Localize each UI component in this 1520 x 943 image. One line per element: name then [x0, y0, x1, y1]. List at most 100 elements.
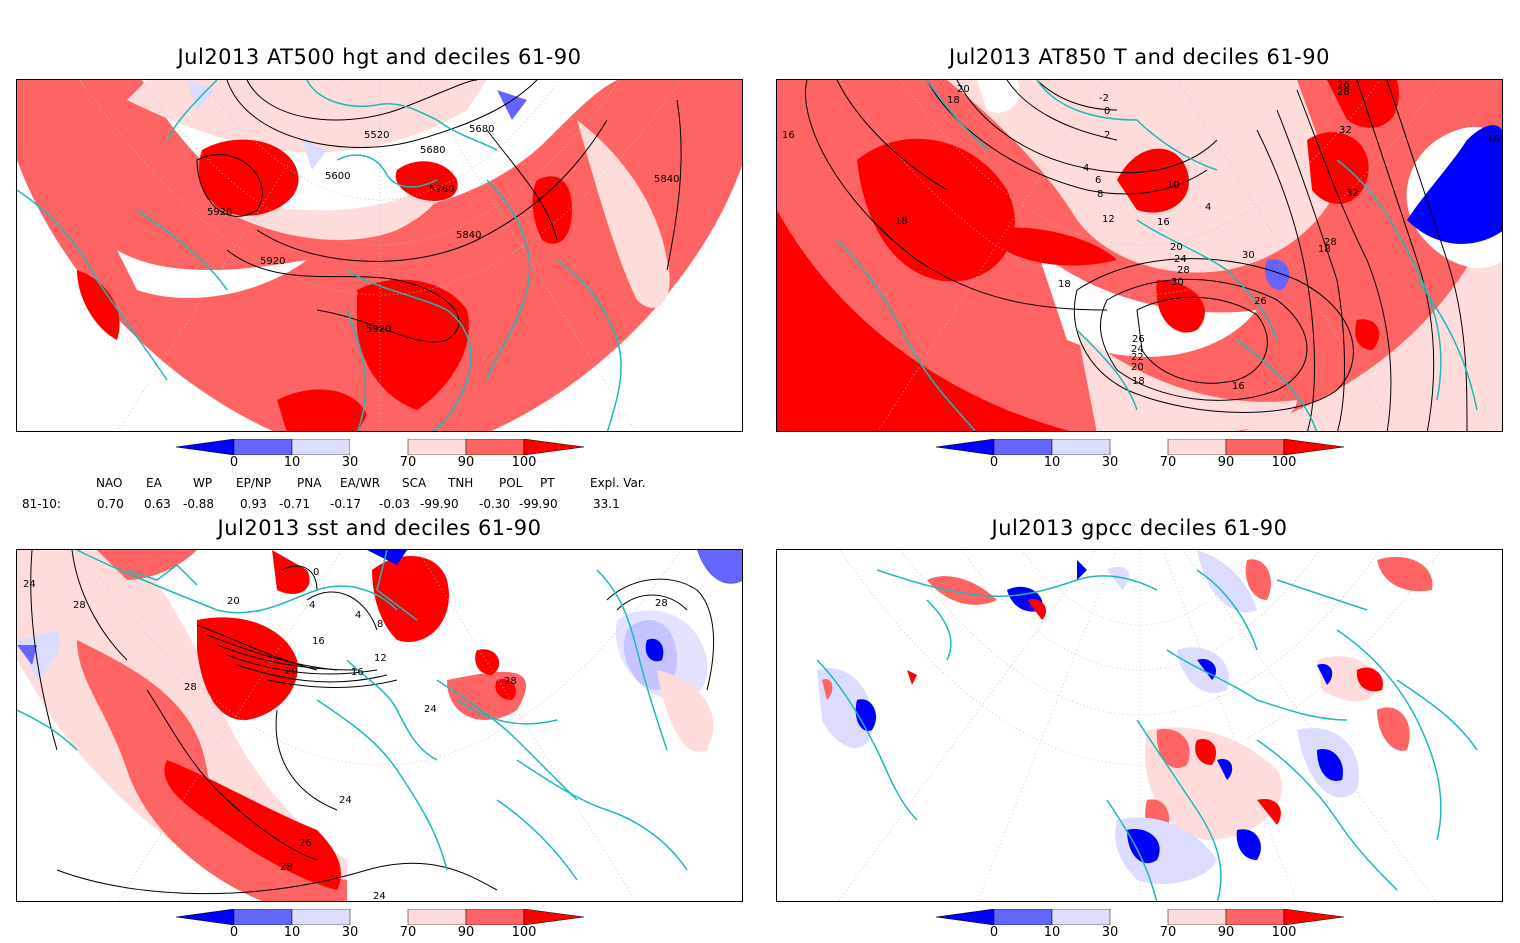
- contour-label: 26: [1132, 334, 1145, 345]
- contour-label: 18: [947, 95, 960, 106]
- contour-label: 24: [1131, 344, 1144, 355]
- contour-label: 32: [1346, 188, 1359, 199]
- index-value: 0.63: [144, 497, 171, 511]
- colorbar-label: 10: [1043, 925, 1061, 940]
- contour-label: 28: [1177, 265, 1190, 276]
- map-gpcc: [777, 550, 1502, 901]
- colorbar-at500: 0 10 30 70 90 100: [176, 439, 586, 473]
- contour-label: 16: [1232, 381, 1245, 392]
- contour-label: 5920: [207, 207, 232, 218]
- colorbar-label: 0: [229, 925, 239, 940]
- contour-label: 16: [782, 130, 795, 141]
- contour-label: 10: [1167, 180, 1180, 191]
- colorbar-label: 10: [1043, 455, 1061, 470]
- colorbar-swatches: [176, 439, 585, 455]
- contour-label: 16: [351, 667, 364, 678]
- colorbar-label: 90: [1217, 925, 1235, 940]
- contour-label: 4: [1205, 202, 1211, 213]
- colorbar-label: 10: [283, 925, 301, 940]
- contour-label: 18: [1318, 244, 1331, 255]
- contour-label: 20: [1170, 242, 1183, 253]
- colorbar-swatches: [936, 909, 1345, 925]
- index-value: -99.90: [420, 497, 459, 511]
- index-header: Expl. Var.: [590, 476, 646, 490]
- index-header: SCA: [402, 476, 427, 490]
- contour-label: 26: [1337, 80, 1350, 91]
- contour-label: 28: [504, 676, 517, 687]
- contour-label: 30: [1171, 277, 1184, 288]
- contour-label: 5680: [469, 124, 494, 135]
- map-sst: 24 28 20 0 4 4 8 12 16 20 16 24 28 28 28…: [17, 550, 742, 901]
- contour-label: 18: [1132, 376, 1145, 387]
- map-at500: 5520 5680 5680 5600 5760 5840 5840 5920 …: [17, 80, 742, 431]
- index-value: -0.17: [330, 497, 362, 511]
- colorbar-label: 100: [511, 925, 537, 940]
- panel-title-at850: Jul2013 AT850 T and deciles 61-90: [949, 45, 1330, 69]
- map-panel-sst: 24 28 20 0 4 4 8 12 16 20 16 24 28 28 28…: [16, 549, 743, 902]
- colorbar-label: 0: [989, 455, 999, 470]
- index-header: POL: [499, 476, 523, 490]
- contour-label: 28: [184, 682, 197, 693]
- contour-label: 22: [1131, 352, 1144, 363]
- contour-label: 5840: [456, 230, 481, 241]
- colorbar-at850: 0 10 30 70 90 100: [936, 439, 1346, 473]
- colorbar-sst: 0 10 30 70 90 100: [176, 909, 586, 943]
- colorbar-label: 70: [399, 925, 417, 940]
- index-value: 0.70: [97, 497, 124, 511]
- contour-label: 26: [1254, 296, 1267, 307]
- contour-label: 20: [957, 84, 970, 95]
- contour-label: 28: [280, 862, 293, 873]
- index-header: NAO: [96, 476, 123, 490]
- contour-label: 8: [1097, 189, 1103, 200]
- colorbar-swatches: [176, 909, 585, 925]
- colorbar-label: 30: [341, 455, 359, 470]
- contour-label: 24: [1174, 254, 1187, 265]
- contour-label: 18: [1058, 279, 1071, 290]
- map-panel-at850: 20 18 -2 0 2 26 28 16 16 4 6 8 10 12 32 …: [776, 79, 1503, 432]
- contour-label: 2: [1104, 130, 1110, 141]
- index-value: -0.71: [279, 497, 311, 511]
- index-header: EA/WR: [340, 476, 381, 490]
- contour-label: 6: [1095, 175, 1101, 186]
- colorbar-label: 70: [1159, 455, 1177, 470]
- colorbar-label: 0: [229, 455, 239, 470]
- index-value: -0.30: [479, 497, 511, 511]
- contour-label: 5680: [420, 145, 445, 156]
- contour-label: 18: [895, 216, 908, 227]
- colorbar-label: 90: [1217, 455, 1235, 470]
- contour-label: 28: [1324, 237, 1337, 248]
- colorbar-label: 100: [511, 455, 537, 470]
- index-header: TNH: [448, 476, 474, 490]
- index-row-label: 81-10:: [22, 497, 61, 511]
- colorbar-label: 70: [1159, 925, 1177, 940]
- contour-label: 26: [299, 838, 312, 849]
- map-panel-at500: 5520 5680 5680 5600 5760 5840 5840 5920 …: [16, 79, 743, 432]
- panel-title-gpcc: Jul2013 gpcc deciles 61-90: [991, 516, 1288, 540]
- colorbar-label: 90: [457, 455, 475, 470]
- contour-label: 12: [374, 653, 387, 664]
- colorbar-label: 10: [283, 455, 301, 470]
- contour-label: 30: [1242, 250, 1255, 261]
- colorbar-swatches: [936, 439, 1345, 455]
- contour-label: 8: [377, 619, 383, 630]
- contour-label: 24: [23, 579, 36, 590]
- index-value: -0.03: [379, 497, 411, 511]
- contour-label: 5840: [654, 174, 679, 185]
- contour-label: 4: [355, 610, 361, 621]
- colorbar-label: 90: [457, 925, 475, 940]
- map-at850: 20 18 -2 0 2 26 28 16 16 4 6 8 10 12 32 …: [777, 80, 1502, 431]
- colorbar-label: 100: [1271, 455, 1297, 470]
- index-value: 33.1: [593, 497, 620, 511]
- contour-label: 4: [1083, 163, 1089, 174]
- contour-label: 28: [655, 598, 668, 609]
- contour-label: 5760: [429, 184, 454, 195]
- contour-label: 20: [1131, 362, 1144, 373]
- contour-label: 16: [1487, 134, 1500, 145]
- contour-label: 24: [339, 795, 352, 806]
- contour-label: 5520: [364, 130, 389, 141]
- contour-label: 5600: [325, 171, 350, 182]
- contour-label: 28: [1337, 87, 1350, 98]
- panel-title-at500: Jul2013 AT500 hgt and deciles 61-90: [177, 45, 582, 69]
- colorbar-label: 30: [1101, 925, 1119, 940]
- contour-label: 12: [1102, 214, 1115, 225]
